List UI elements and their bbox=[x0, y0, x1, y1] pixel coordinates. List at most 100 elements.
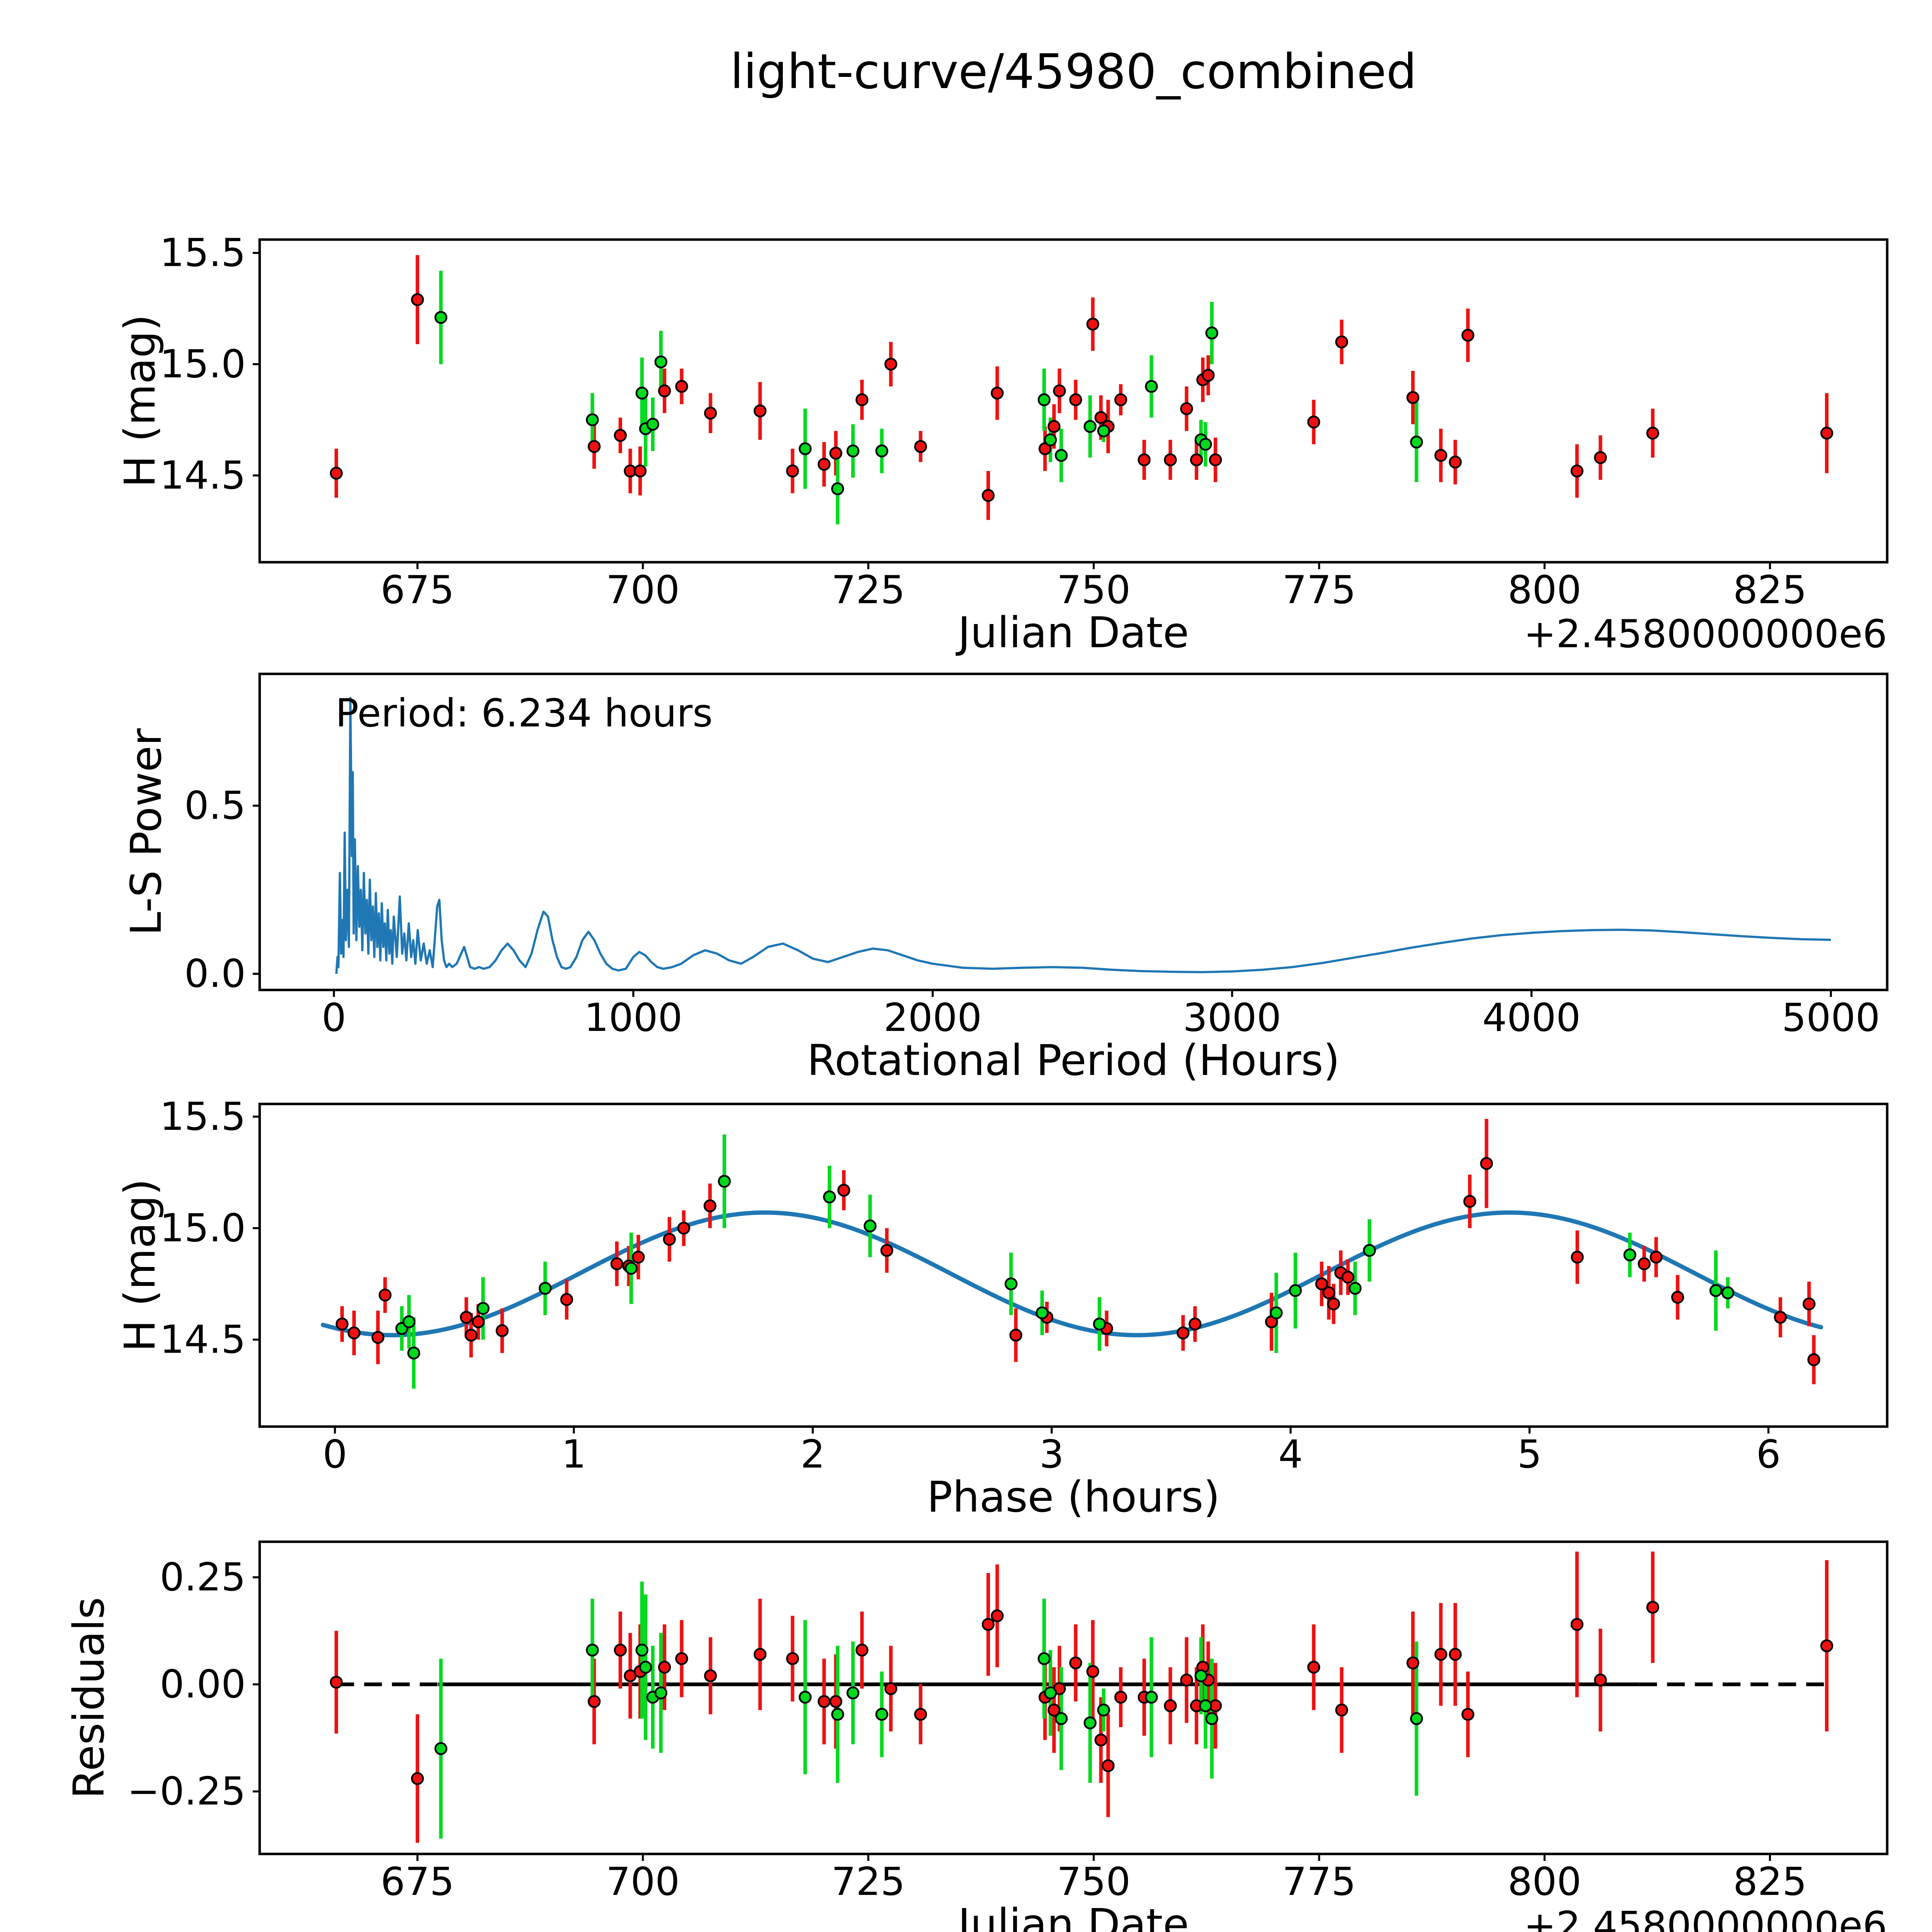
x-tick-label: 4 bbox=[1278, 1432, 1303, 1477]
markers-green bbox=[434, 311, 1423, 495]
data-point-green bbox=[635, 386, 649, 400]
data-point-red bbox=[460, 1311, 473, 1324]
x-axis-label: Julian Date bbox=[956, 608, 1189, 657]
y-tick-label: −0.25 bbox=[128, 1769, 246, 1814]
data-point-red bbox=[614, 1643, 627, 1657]
axes-frame bbox=[258, 238, 1889, 564]
data-point-green bbox=[1199, 1699, 1212, 1713]
data-point-red bbox=[1570, 464, 1583, 478]
data-point-green bbox=[1410, 1712, 1423, 1725]
y-tick-label: 0.25 bbox=[160, 1554, 246, 1600]
data-point-red bbox=[1069, 1656, 1082, 1670]
data-point-green bbox=[639, 1661, 652, 1674]
data-point-red bbox=[330, 466, 343, 480]
data-point-green bbox=[875, 1708, 888, 1721]
x-tick-label: 750 bbox=[1057, 567, 1131, 612]
data-point-red bbox=[560, 1293, 573, 1306]
data-point-red bbox=[704, 1669, 717, 1682]
data-point-red bbox=[1086, 318, 1099, 331]
data-point-red bbox=[677, 1221, 690, 1235]
data-point-red bbox=[632, 1250, 645, 1264]
data-point-green bbox=[1145, 380, 1158, 393]
data-point-green bbox=[1289, 1284, 1302, 1297]
data-point-green bbox=[1097, 424, 1110, 437]
data-point-green bbox=[799, 1690, 812, 1704]
axes-frame bbox=[258, 1540, 1889, 1855]
data-point-green bbox=[1721, 1286, 1735, 1299]
data-point-red bbox=[1164, 453, 1177, 466]
data-point-green bbox=[635, 1643, 649, 1657]
data-point-red bbox=[675, 1652, 688, 1665]
data-point-green bbox=[1004, 1277, 1018, 1291]
markers-green bbox=[434, 1643, 1423, 1755]
y-tick-label: 14.5 bbox=[160, 452, 246, 498]
data-point-red bbox=[1335, 335, 1348, 349]
x-tick-label: 775 bbox=[1282, 1859, 1356, 1904]
data-point-red bbox=[1069, 393, 1082, 406]
markers-green bbox=[395, 1175, 1735, 1360]
x-tick-label: 800 bbox=[1508, 1859, 1582, 1904]
data-point-green bbox=[1410, 435, 1423, 449]
data-point-red bbox=[411, 1772, 424, 1785]
data-point-green bbox=[654, 1686, 668, 1699]
error-bars-red bbox=[334, 255, 1829, 520]
data-point-red bbox=[330, 1675, 343, 1689]
data-point-green bbox=[1199, 438, 1212, 451]
data-point-green bbox=[476, 1302, 490, 1315]
y-axis-label: H (mag) bbox=[115, 1179, 165, 1352]
data-point-red bbox=[1807, 1353, 1820, 1366]
y-axis-label: L-S Power bbox=[121, 728, 171, 935]
data-point-red bbox=[818, 457, 831, 471]
y-tick-label: 0.00 bbox=[160, 1662, 246, 1707]
data-point-red bbox=[1138, 453, 1151, 466]
data-point-red bbox=[1209, 453, 1222, 466]
x-axis-offset-label: +2.4580000000e6 bbox=[1524, 1903, 1887, 1932]
fit-curve bbox=[321, 1210, 1823, 1338]
data-point-red bbox=[786, 464, 799, 478]
data-point-red bbox=[1434, 449, 1447, 462]
x-tick-label: 675 bbox=[381, 567, 454, 612]
data-point-red bbox=[1671, 1291, 1684, 1304]
x-tick-label: 3 bbox=[1039, 1432, 1064, 1477]
x-tick-label: 800 bbox=[1508, 567, 1582, 612]
data-point-green bbox=[1363, 1244, 1376, 1257]
data-point-green bbox=[586, 413, 599, 427]
data-point-red bbox=[1820, 427, 1833, 440]
data-point-red bbox=[472, 1315, 485, 1328]
data-point-red bbox=[1327, 1297, 1340, 1311]
x-tick-label: 1 bbox=[561, 1432, 586, 1477]
data-point-red bbox=[614, 429, 627, 442]
data-point-red bbox=[1315, 1277, 1328, 1291]
data-point-red bbox=[1406, 391, 1420, 404]
data-point-red bbox=[837, 1184, 850, 1197]
data-point-green bbox=[1205, 327, 1218, 340]
data-point-red bbox=[786, 1652, 799, 1665]
data-point-green bbox=[1270, 1306, 1283, 1320]
data-point-red bbox=[829, 447, 842, 460]
data-point-red bbox=[1102, 1759, 1115, 1772]
data-point-red bbox=[1190, 453, 1203, 466]
data-point-red bbox=[588, 440, 601, 453]
data-point-green bbox=[1054, 449, 1068, 462]
x-tick-label: 725 bbox=[832, 567, 905, 612]
data-point-green bbox=[846, 1686, 860, 1699]
data-point-red bbox=[1202, 369, 1215, 382]
data-point-red bbox=[981, 1618, 995, 1631]
data-point-red bbox=[1774, 1311, 1787, 1324]
data-point-green bbox=[434, 311, 447, 324]
data-point-red bbox=[1463, 1195, 1476, 1208]
error-bars-green bbox=[439, 270, 1418, 525]
data-point-red bbox=[1053, 384, 1066, 398]
data-point-red bbox=[1646, 1600, 1659, 1614]
data-point-red bbox=[1114, 393, 1128, 406]
data-point-red bbox=[610, 1257, 624, 1270]
data-point-red bbox=[1164, 1699, 1177, 1713]
data-point-red bbox=[1189, 1317, 1202, 1331]
data-point-red bbox=[1094, 411, 1107, 424]
error-bars-red bbox=[334, 1551, 1829, 1843]
data-point-red bbox=[1461, 328, 1475, 342]
data-point-green bbox=[646, 418, 660, 431]
data-point-red bbox=[1571, 1250, 1584, 1264]
